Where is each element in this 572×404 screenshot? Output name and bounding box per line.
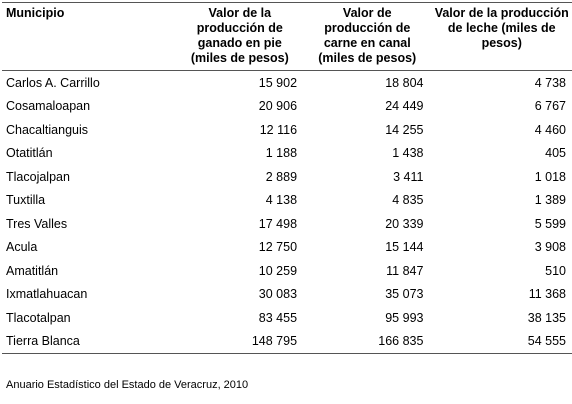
cell-carne-en-canal: 20 339 [385,216,424,231]
cell-carne-en-canal: 15 144 [385,240,424,255]
cell-municipio: Otatitlán [6,146,53,161]
table-row: Tres Valles 17 498 20 339 5 599 [2,212,572,236]
table-row: Chacaltianguis 12 116 14 255 4 460 [2,118,572,142]
header-leche: Valor de la producción de leche (miles d… [434,6,569,50]
cell-carne-en-canal: 166 835 [378,334,424,349]
cell-carne-en-canal: 24 449 [385,99,424,114]
cell-leche: 38 135 [527,310,566,325]
cell-ganado-en-pie: 15 902 [258,75,298,90]
cell-ganado-en-pie: 83 455 [258,310,298,325]
table-row: Tierra Blanca 148 795 166 835 54 555 [2,330,572,354]
table-row: Cosamaloapan 20 906 24 449 6 767 [2,95,572,119]
cell-ganado-en-pie: 2 889 [265,169,298,184]
cell-carne-en-canal: 95 993 [385,310,424,325]
cell-municipio: Tlacojalpan [6,169,70,184]
cell-municipio: Carlos A. Carrillo [6,75,100,90]
cell-ganado-en-pie: 148 795 [251,334,298,349]
cell-municipio: Acula [6,240,38,255]
cell-ganado-en-pie: 10 259 [258,263,298,278]
header-municipio: Municipio [6,6,65,20]
cell-carne-en-canal: 11 847 [386,263,424,278]
cell-leche: 5 599 [534,216,566,231]
cell-carne-en-canal: 4 835 [392,193,424,208]
cell-leche: 1 389 [534,193,566,208]
cell-ganado-en-pie: 17 498 [258,216,298,231]
production-table: Municipio Valor de la producción de gana… [2,2,572,354]
cell-ganado-en-pie: 20 906 [258,99,298,114]
cell-leche: 4 460 [534,122,566,137]
table-row: Tlacojalpan 2 889 3 411 1 018 [2,165,572,189]
cell-municipio: Chacaltianguis [6,122,88,137]
cell-municipio: Amatitlán [6,263,59,278]
cell-municipio: Tres Valles [6,216,68,231]
cell-carne-en-canal: 14 255 [385,122,424,137]
table-row: Carlos A. Carrillo 15 902 18 804 4 738 [2,71,572,95]
cell-municipio: Cosamaloapan [6,99,91,114]
cell-municipio: Ixmatlahuacan [6,287,88,302]
table-row: Otatitlán 1 188 1 438 405 [2,142,572,166]
cell-leche: 3 908 [534,240,566,255]
table-row: Amatitlán 10 259 11 847 510 [2,259,572,283]
table-row: Acula 12 750 15 144 3 908 [2,236,572,260]
cell-leche: 6 767 [534,99,566,114]
cell-carne-en-canal: 3 411 [393,169,424,184]
cell-ganado-en-pie: 1 188 [265,146,298,161]
cell-ganado-en-pie: 30 083 [258,287,298,302]
source-note: Anuario Estadístico del Estado de Veracr… [6,379,249,391]
table-row: Ixmatlahuacan 30 083 35 073 11 368 [2,283,572,307]
cell-ganado-en-pie: 4 138 [265,193,298,208]
cell-leche: 405 [545,146,566,161]
cell-carne-en-canal: 35 073 [385,287,424,302]
cell-leche: 510 [545,263,566,278]
cell-leche: 4 738 [534,75,566,90]
header-row: Municipio Valor de la producción de gana… [2,2,572,71]
cell-carne-en-canal: 18 804 [385,75,424,90]
header-ganado-en-pie: Valor de la producción de ganado en pie … [190,6,289,65]
cell-municipio: Tierra Blanca [6,334,80,349]
cell-municipio: Tuxtilla [6,193,46,208]
cell-leche: 11 368 [528,287,566,302]
cell-municipio: Tlacotalpan [6,310,71,325]
header-carne-en-canal: Valor de producción de carne en canal (m… [318,6,417,65]
cell-leche: 1 018 [534,169,566,184]
table-body: Carlos A. Carrillo 15 902 18 804 4 738 Cosam… [2,71,572,354]
cell-ganado-en-pie: 12 116 [259,122,298,137]
cell-ganado-en-pie: 12 750 [258,240,298,255]
cell-carne-en-canal: 1 438 [392,146,424,161]
table-row: Tlacotalpan 83 455 95 993 38 135 [2,306,572,330]
table-row: Tuxtilla 4 138 4 835 1 389 [2,189,572,213]
cell-leche: 54 555 [527,334,566,349]
table-header: Municipio Valor de la producción de gana… [2,2,572,71]
